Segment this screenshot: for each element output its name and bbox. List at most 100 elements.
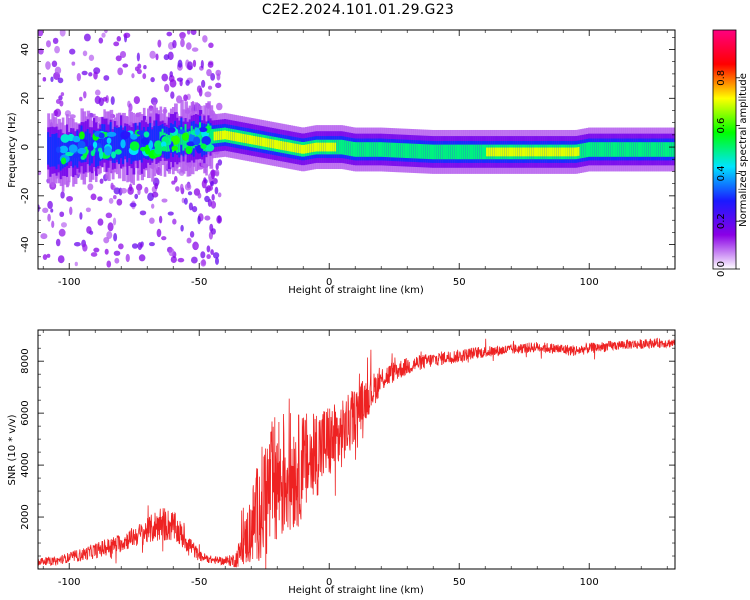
spectrogram-noise-cell <box>136 68 142 75</box>
spectrogram-band-cell <box>138 122 142 160</box>
spectrogram-band-cell <box>367 142 370 157</box>
spectrogram-band-cell <box>248 135 252 144</box>
spectrogram-marks <box>38 30 675 268</box>
spectrogram-band-cell <box>602 142 605 157</box>
spectrogram-band-cell <box>546 147 549 157</box>
spectrogram-band-cell <box>292 143 296 153</box>
spectrogram-band-cell <box>317 142 320 152</box>
x-tick-label: 100 <box>580 577 599 588</box>
spectrogram-band-cell <box>450 144 454 160</box>
spectrogram-band-cell <box>282 141 285 151</box>
spectrogram-band-cell <box>571 147 574 157</box>
spectrogram-band-cell <box>459 144 462 160</box>
spectrogram-noise-cell <box>186 30 191 35</box>
snr-y-label: SNR (10 * v/v) <box>7 414 18 485</box>
spectrogram-band-cell <box>321 142 325 152</box>
spectrogram-band-cell <box>398 143 402 158</box>
spectrogram-band-cell <box>525 147 528 157</box>
spectrogram-blob <box>171 145 179 151</box>
spectrogram-noise-cell <box>206 245 211 253</box>
spectrogram-blob <box>205 125 211 133</box>
spectrogram-noise-cell <box>201 179 207 189</box>
spectrogram-band-cell <box>217 131 221 140</box>
spectrogram-band-cell <box>144 130 148 160</box>
spectrogram-band-cell <box>182 132 187 151</box>
spectrogram-band-cell <box>577 147 580 156</box>
spectrogram-band-cell <box>488 147 491 157</box>
spectrogram-band-cell <box>521 147 524 157</box>
spectrogram-noise-cell <box>76 72 82 82</box>
spectrogram-band-cell <box>261 137 264 147</box>
spectrogram-band-cell <box>461 144 464 160</box>
spectrogram-noise-cell <box>98 37 104 44</box>
spectrogram-noise-cell <box>187 191 193 196</box>
spectrogram-blob <box>78 131 85 140</box>
spectrogram-noise-cell <box>208 185 214 191</box>
spectrogram-noise-cell <box>137 242 143 251</box>
spectrogram-band-cell <box>128 133 132 159</box>
spectrogram-band-cell <box>240 133 244 143</box>
spectrogram-noise-cell <box>136 183 143 191</box>
spectrogram-noise-cell <box>71 61 76 66</box>
spectrogram-noise-cell <box>85 207 91 213</box>
spectrogram-noise-cell <box>93 247 100 253</box>
spectrogram-band-cell <box>673 142 675 157</box>
spectrogram-band-cell <box>596 142 599 157</box>
spectrogram-noise-cell <box>115 55 122 62</box>
spectrogram-band-cell <box>313 142 316 152</box>
colorbar-tick-label: 0.4 <box>716 165 727 181</box>
spectrogram-band-cell <box>340 139 343 155</box>
colorbar-frame <box>712 29 737 270</box>
spectrogram-band-cell <box>86 129 91 155</box>
spectrogram-noise-cell <box>200 60 204 69</box>
spectrogram-band-cell <box>303 144 306 154</box>
spectrogram-band-cell <box>594 142 597 157</box>
spectrogram-panel: -100 -50 0 50 100 -40 -20 0 20 40 Height of stra… <box>7 29 676 296</box>
spectrogram-blob <box>77 140 86 150</box>
spectrogram-noise-cell <box>161 73 169 82</box>
spectrogram-band-cell <box>342 140 345 155</box>
spectrogram-band-cell <box>554 147 558 157</box>
spectrogram-noise-cell <box>192 59 197 68</box>
spectrogram-noise-cell <box>151 203 155 209</box>
spectrogram-band-cell <box>615 142 618 157</box>
spectrogram-noise-cell <box>118 243 124 250</box>
spectrogram-band-cell <box>394 142 397 158</box>
spectrogram-band-cell <box>371 142 375 157</box>
spectrogram-band-cell <box>419 144 422 159</box>
spectrogram-band-cell <box>115 128 120 160</box>
snr-y-axis: 2000 4000 6000 8000 <box>20 334 675 570</box>
spectrogram-x-axis: -100 -50 0 50 100 <box>42 30 668 288</box>
spectrogram-noise-cell <box>79 96 83 102</box>
spectrogram-noise-cell <box>103 75 110 81</box>
spectrogram-band-cell <box>617 142 620 157</box>
spectrogram-band-cell <box>325 142 329 152</box>
spectrogram-noise-cell <box>214 169 220 176</box>
spectrogram-band-cell <box>585 142 589 158</box>
spectrogram-band-cell <box>413 143 416 159</box>
spectrogram-band-cell <box>536 147 539 157</box>
spectrogram-band-cell <box>113 126 118 163</box>
spectrogram-noise-cell <box>52 37 59 44</box>
spectrogram-noise-cell <box>54 45 60 54</box>
spectrogram-noise-cell <box>47 213 51 222</box>
spectrogram-y-axis: -40 -20 0 20 40 <box>20 37 675 270</box>
spectrogram-blob <box>65 151 74 157</box>
spectrogram-noise-cell <box>69 114 76 119</box>
spectrogram-blob <box>140 137 150 145</box>
spectrogram-band-cell <box>384 142 387 158</box>
y-tick-label: 8000 <box>20 348 31 373</box>
spectrogram-blob <box>181 132 190 141</box>
spectrogram-band-cell <box>377 142 381 157</box>
spectrogram-band-cell <box>517 147 520 157</box>
spectrogram-band-cell <box>454 144 458 160</box>
spectrogram-band-cell <box>567 147 570 157</box>
spectrogram-noise-cell <box>90 193 97 201</box>
spectrogram-band-cell <box>658 142 662 157</box>
spectrogram-band-cell <box>359 142 362 157</box>
spectrogram-noise-cell <box>42 254 48 261</box>
spectrogram-band-cell <box>656 142 660 157</box>
spectrogram-band-cell <box>259 137 262 146</box>
spectrogram-noise-cell <box>51 220 55 229</box>
spectrogram-blob <box>201 136 211 146</box>
